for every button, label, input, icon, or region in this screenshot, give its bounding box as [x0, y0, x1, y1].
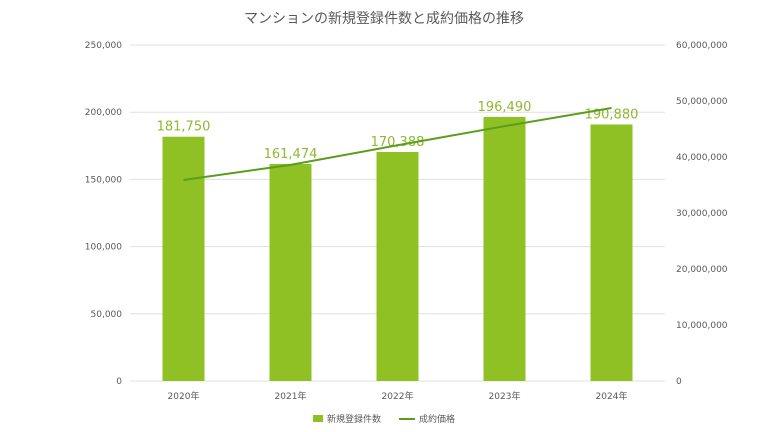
data-label: 181,750	[157, 120, 211, 135]
y-tick-right: 10,000,000	[676, 321, 728, 331]
y-tick-right: 60,000,000	[676, 41, 728, 51]
bar	[269, 163, 312, 381]
legend-label: 成約価格	[419, 415, 456, 425]
x-tick: 2021年	[275, 390, 307, 402]
y-tick-right: 30,000,000	[676, 209, 728, 219]
y-tick-right: 40,000,000	[676, 153, 728, 163]
bar	[376, 151, 419, 381]
legend-item-bar: 新規登録件数	[312, 412, 381, 425]
legend-swatch-bar	[312, 415, 323, 422]
y-tick-left: 50,000	[91, 310, 123, 320]
x-tick: 2020年	[168, 390, 200, 402]
legend-item-line: 成約価格	[399, 412, 455, 425]
bar	[590, 124, 633, 382]
bar	[483, 116, 526, 381]
x-tick: 2023年	[489, 390, 521, 402]
y-tick-left: 150,000	[85, 175, 122, 185]
data-label: 196,490	[478, 100, 532, 115]
data-label: 161,474	[264, 147, 318, 162]
legend: 新規登録件数 成約価格	[0, 412, 768, 425]
y-tick-left: 200,000	[85, 108, 122, 118]
legend-label: 新規登録件数	[326, 415, 381, 425]
y-tick-right: 50,000,000	[676, 97, 728, 107]
chart-title: マンションの新規登録件数と成約価格の推移	[244, 11, 524, 27]
data-label: 170,388	[371, 135, 425, 150]
y-tick-left: 0	[116, 377, 122, 387]
y-tick-left: 100,000	[85, 243, 122, 253]
bar	[162, 136, 205, 381]
data-label: 190,880	[585, 107, 639, 122]
x-tick: 2024年	[596, 390, 628, 402]
legend-swatch-line	[399, 417, 415, 420]
y-tick-right: 0	[676, 377, 682, 387]
x-tick: 2022年	[382, 390, 414, 402]
y-tick-right: 20,000,000	[676, 265, 728, 275]
y-tick-left: 250,000	[85, 41, 122, 51]
